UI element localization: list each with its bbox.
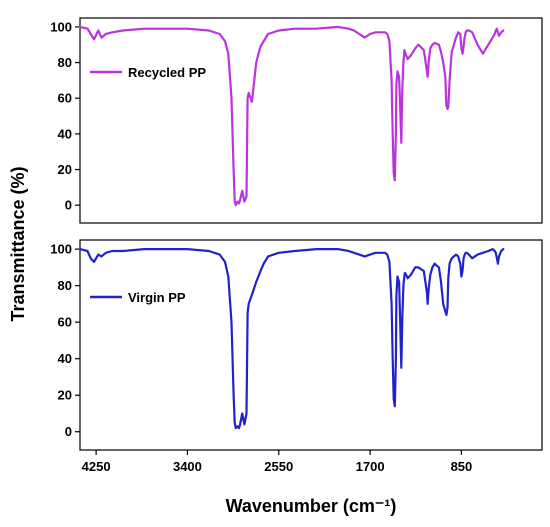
legend-label-recycled-pp: Recycled PP: [128, 65, 206, 80]
y-tick-label: 20: [58, 162, 72, 177]
x-tick-label: 3400: [173, 459, 202, 474]
bottom-panel-series: [78, 248, 505, 430]
top-panel-y-ticks: 0 20 40 60 80 100: [50, 19, 80, 213]
x-tick-label: 850: [451, 459, 473, 474]
series-line-recycled-pp: [78, 25, 505, 207]
y-tick-label: 60: [58, 315, 72, 330]
top-panel-series: [78, 25, 505, 207]
legend-label-virgin-pp: Virgin PP: [128, 290, 186, 305]
y-tick-label: 60: [58, 91, 72, 106]
x-axis-title: Wavenumber (cm⁻¹): [226, 496, 397, 516]
series-line-virgin-pp: [78, 248, 505, 430]
y-tick-label: 100: [50, 242, 72, 257]
x-tick-label: 2550: [264, 459, 293, 474]
top-panel-legend: Recycled PP: [90, 65, 206, 80]
bottom-panel: 0 20 40 60 80 100 Virgin PP: [50, 239, 543, 451]
x-axis: 4250 3400 2550 1700 850: [82, 450, 473, 474]
x-tick-label: 4250: [82, 459, 111, 474]
x-tick-label: 1700: [356, 459, 385, 474]
y-tick-label: 40: [58, 351, 72, 366]
y-tick-label: 80: [58, 55, 72, 70]
bottom-panel-frame: [79, 239, 543, 451]
y-tick-label: 100: [50, 19, 72, 34]
y-tick-label: 0: [65, 424, 72, 439]
y-tick-label: 20: [58, 388, 72, 403]
bottom-panel-legend: Virgin PP: [90, 290, 186, 305]
y-tick-label: 80: [58, 278, 72, 293]
y-axis-title: Transmittance (%): [8, 166, 28, 321]
top-panel: 0 20 40 60 80 100 Recycled PP: [50, 17, 543, 224]
y-tick-label: 0: [65, 198, 72, 213]
y-tick-label: 40: [58, 126, 72, 141]
top-panel-frame: [79, 17, 543, 224]
bottom-panel-y-ticks: 0 20 40 60 80 100: [50, 242, 80, 439]
